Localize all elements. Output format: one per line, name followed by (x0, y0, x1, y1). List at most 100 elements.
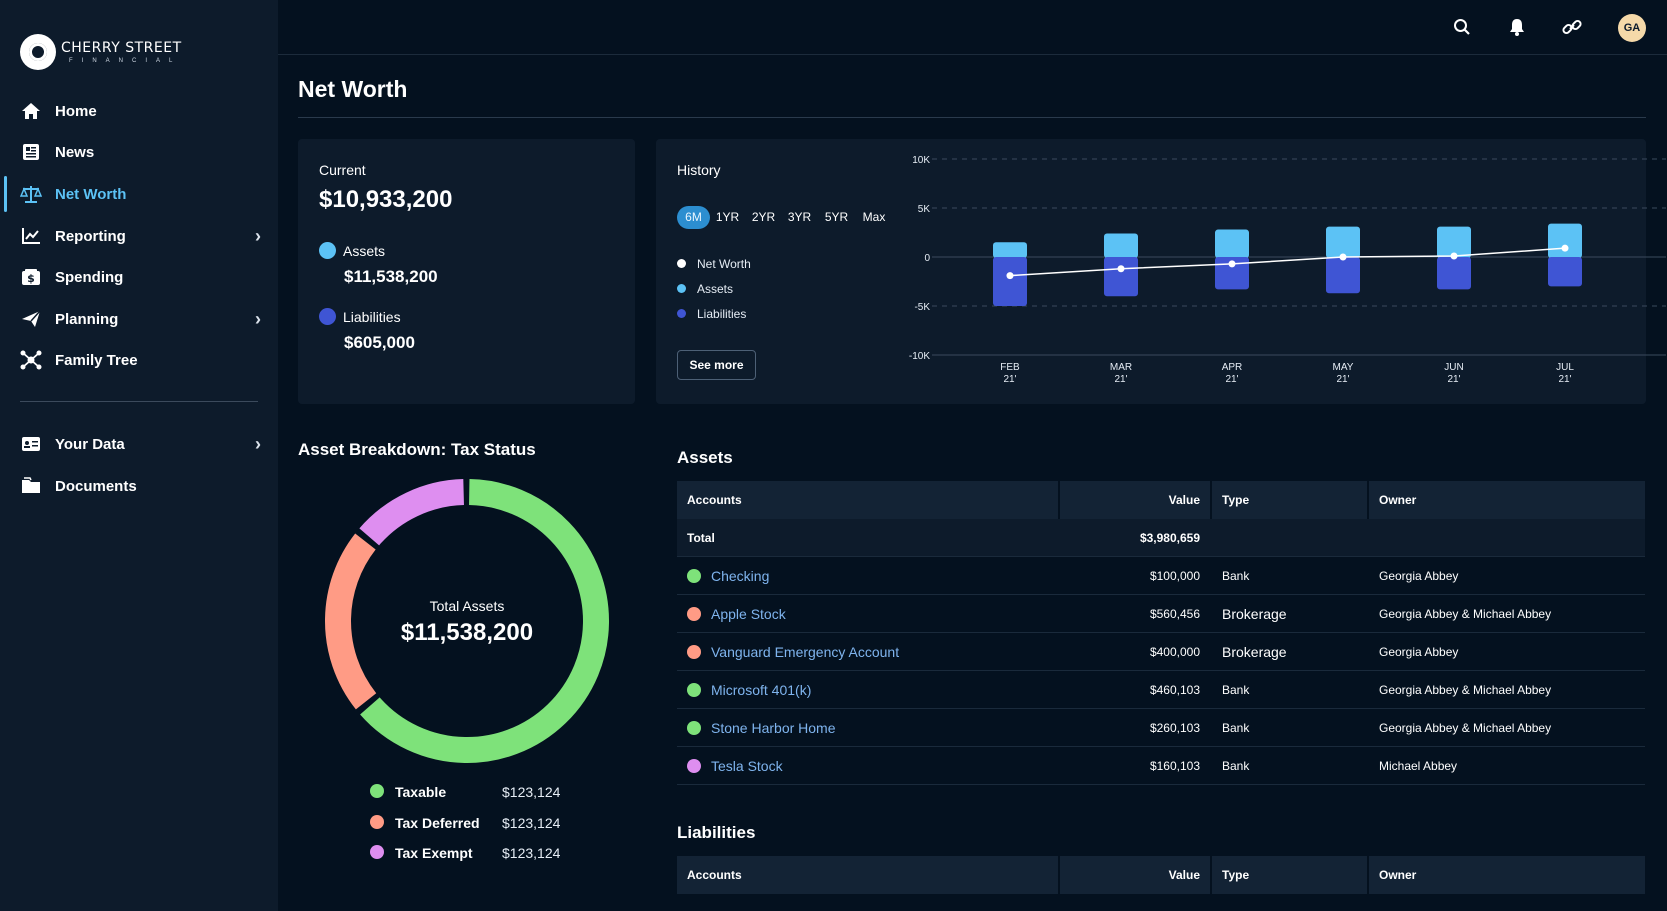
assets-section-title: Assets (677, 448, 733, 467)
table-row[interactable]: Apple Stock $560,456 Brokerage Georgia Abbe… (677, 595, 1645, 633)
account-value: $160,103 (1149, 759, 1200, 773)
search-icon[interactable] (1451, 16, 1473, 38)
range-5yr[interactable]: 5YR (824, 210, 849, 224)
liabilities-dot (319, 308, 336, 325)
col-type[interactable]: Type (1212, 481, 1367, 519)
assets-table-header: Accounts Value Type Owner (677, 481, 1645, 519)
news-icon (20, 141, 42, 163)
donut-chart (325, 479, 609, 763)
chevron-right-icon: › (255, 433, 261, 454)
sidebar: CHERRY STREET FINANCIAL Home News Net Wo… (0, 0, 278, 911)
table-row[interactable]: Vanguard Emergency Account $400,000 Broker… (677, 633, 1645, 671)
assets-dot (319, 242, 336, 259)
account-link[interactable]: Vanguard Emergency Account (711, 644, 900, 660)
sidebar-divider (20, 401, 258, 402)
donut-segment[interactable] (325, 479, 609, 763)
range-3yr[interactable]: 3YR (787, 210, 812, 224)
id-card-icon (20, 433, 42, 455)
account-link[interactable]: Stone Harbor Home (711, 720, 836, 736)
account-color-dot (687, 683, 701, 697)
account-link[interactable]: Apple Stock (711, 606, 786, 622)
account-link[interactable]: Checking (711, 568, 770, 584)
donut-segment[interactable] (325, 479, 609, 763)
page-title: Net Worth (298, 76, 408, 102)
sidebar-item-news[interactable]: News (0, 132, 278, 172)
dollar-icon: $ (20, 266, 42, 288)
history-chart: 10K5K0-5K-10KFEB21'MAR21'APR21'MAY21'JUN… (909, 155, 1666, 385)
bell-icon[interactable] (1506, 16, 1528, 38)
legend-tax-exempt-value: $123,124 (502, 845, 561, 861)
avatar[interactable]: GA (1618, 14, 1646, 42)
legend-liabilities-dot (677, 309, 686, 318)
y-tick-label: 5K (918, 204, 931, 215)
sidebar-item-label: Documents (55, 477, 137, 495)
assets-bar (1326, 226, 1360, 258)
net-worth-point (1450, 252, 1458, 260)
chart-line-icon (20, 225, 42, 247)
sidebar-item-net-worth[interactable]: Net Worth (0, 174, 278, 214)
total-value: $3,980,659 (1139, 531, 1200, 545)
liabilities-bar (1104, 257, 1138, 297)
sidebar-item-label: Net Worth (55, 185, 127, 203)
col-accounts[interactable]: Accounts (677, 856, 1058, 894)
sidebar-item-home[interactable]: Home (0, 91, 278, 131)
link-icon[interactable] (1561, 16, 1583, 38)
account-color-dot (687, 645, 701, 659)
see-more-button[interactable]: See more (677, 350, 756, 380)
sidebar-item-label: Spending (55, 268, 124, 286)
title-divider (298, 117, 1646, 118)
account-color-dot (687, 759, 701, 773)
liabilities-bar (993, 257, 1027, 306)
chevron-right-icon: › (255, 225, 261, 246)
sidebar-item-label: Reporting (55, 227, 126, 245)
sidebar-item-planning[interactable]: Planning › (0, 299, 278, 339)
sidebar-item-reporting[interactable]: Reporting › (0, 216, 278, 256)
sidebar-item-documents[interactable]: Documents (0, 466, 278, 506)
assets-bar (993, 242, 1027, 258)
legend-taxable-value: $123,124 (502, 784, 561, 800)
account-owner: Georgia Abbey (1379, 569, 1459, 583)
chevron-right-icon: › (255, 308, 261, 329)
legend-taxable-label: Taxable (395, 784, 447, 800)
x-tick-label: FEB (1000, 362, 1020, 373)
col-type[interactable]: Type (1212, 856, 1367, 894)
col-accounts[interactable]: Accounts (677, 481, 1058, 519)
col-value[interactable]: Value (1060, 856, 1210, 894)
account-color-dot (687, 721, 701, 735)
col-owner[interactable]: Owner (1369, 856, 1645, 894)
paper-plane-icon (20, 308, 42, 330)
table-row[interactable]: Tesla Stock $160,103 Bank Michael Abbey (677, 747, 1645, 785)
cherry-blossom-icon (20, 34, 56, 70)
col-value[interactable]: Value (1060, 481, 1210, 519)
history-card (656, 139, 1646, 404)
brand-logo[interactable]: CHERRY STREET FINANCIAL (20, 33, 182, 71)
account-value: $560,456 (1149, 607, 1200, 621)
legend-net-worth: Net Worth (697, 257, 751, 271)
assets-label: Assets (343, 243, 386, 259)
sidebar-item-family-tree[interactable]: Family Tree (0, 340, 278, 380)
table-row[interactable]: Microsoft 401(k) $460,103 Bank Georgia Abbe… (677, 671, 1645, 709)
x-tick-label-year: 21' (1114, 374, 1127, 385)
legend-tax-exempt-label: Tax Exempt (395, 845, 473, 861)
table-row[interactable]: Checking $100,000 Bank Georgia Abbey (677, 557, 1645, 595)
range-max[interactable]: Max (862, 210, 886, 224)
current-value: $10,933,200 (319, 186, 453, 213)
range-6m[interactable]: 6M (677, 206, 710, 229)
range-1yr[interactable]: 1YR (715, 210, 740, 224)
account-link[interactable]: Microsoft 401(k) (711, 682, 812, 698)
account-link[interactable]: Tesla Stock (711, 758, 783, 774)
account-value: $460,103 (1149, 683, 1200, 697)
current-card (298, 139, 635, 404)
account-value: $260,103 (1149, 721, 1200, 735)
assets-bar (1437, 226, 1471, 258)
account-type: Bank (1222, 759, 1250, 773)
sidebar-item-your-data[interactable]: Your Data › (0, 424, 278, 464)
net-worth-point (1006, 272, 1014, 280)
range-2yr[interactable]: 2YR (751, 210, 776, 224)
table-row[interactable]: Stone Harbor Home $260,103 Bank Georgia Abb… (677, 709, 1645, 747)
family-tree-icon (20, 349, 42, 371)
sidebar-item-label: Planning (55, 310, 119, 328)
col-owner[interactable]: Owner (1369, 481, 1645, 519)
legend-tax-deferred-value: $123,124 (502, 815, 561, 831)
sidebar-item-spending[interactable]: $ Spending (0, 257, 278, 297)
